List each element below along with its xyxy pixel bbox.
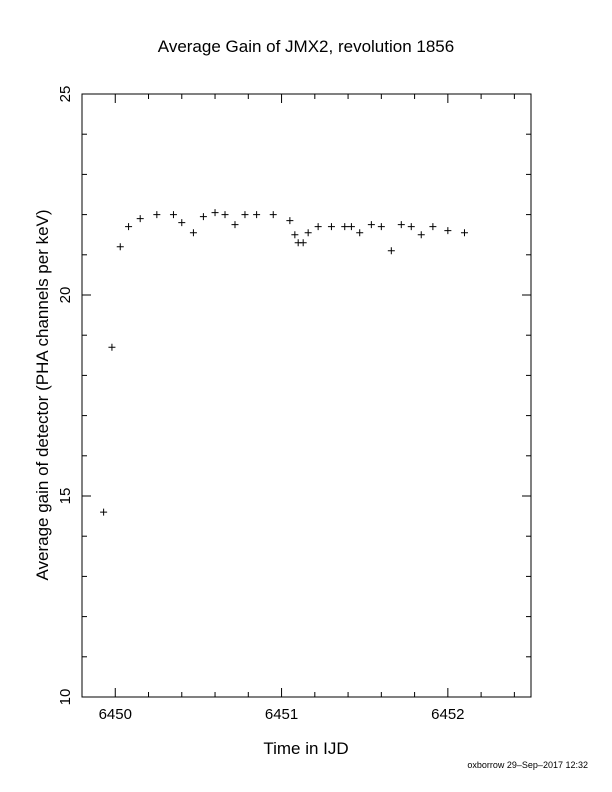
data-point	[367, 221, 375, 229]
data-point	[377, 223, 385, 231]
x-tick-label: 6451	[265, 706, 298, 723]
chart-title: Average Gain of JMX2, revolution 1856	[158, 37, 454, 56]
data-point	[100, 508, 108, 516]
data-point	[169, 211, 177, 219]
data-point	[269, 211, 277, 219]
data-point	[341, 223, 349, 231]
y-tick-label: 25	[57, 86, 74, 103]
data-point	[304, 229, 312, 237]
y-tick-label: 10	[57, 689, 74, 706]
data-point	[299, 239, 307, 247]
x-tick-label: 6450	[99, 706, 132, 723]
data-point	[136, 215, 144, 223]
data-point	[189, 229, 197, 237]
data-point	[221, 211, 229, 219]
data-points	[100, 209, 468, 516]
data-point	[178, 219, 186, 227]
data-point	[460, 229, 468, 237]
y-tick-label: 20	[57, 287, 74, 304]
data-point	[347, 223, 355, 231]
data-point	[314, 223, 322, 231]
x-tick-label: 6452	[431, 706, 464, 723]
data-point	[417, 231, 425, 239]
data-point	[116, 243, 124, 251]
data-point	[108, 343, 116, 351]
data-point	[387, 247, 395, 255]
data-point	[291, 231, 299, 239]
data-point	[444, 227, 452, 235]
y-axis-label: Average gain of detector (PHA channels p…	[33, 209, 52, 580]
data-point	[211, 209, 219, 217]
x-axis-label: Time in IJD	[263, 739, 348, 758]
data-point	[199, 213, 207, 221]
plot-frame	[81, 93, 532, 698]
y-axis: 10 15 20 25	[57, 86, 531, 706]
data-point	[231, 221, 239, 229]
footer-credit: oxborrow 29–Sep–2017 12:32	[467, 760, 588, 770]
data-point	[356, 229, 364, 237]
y-tick-label: 15	[57, 488, 74, 505]
data-point	[286, 217, 294, 225]
data-point	[397, 221, 405, 229]
data-point	[153, 211, 161, 219]
data-point	[253, 211, 261, 219]
data-point	[241, 211, 249, 219]
data-point	[125, 223, 133, 231]
data-point	[429, 223, 437, 231]
data-point	[327, 223, 335, 231]
x-axis: 6450 6451 6452	[81, 94, 515, 723]
data-point	[407, 223, 415, 231]
